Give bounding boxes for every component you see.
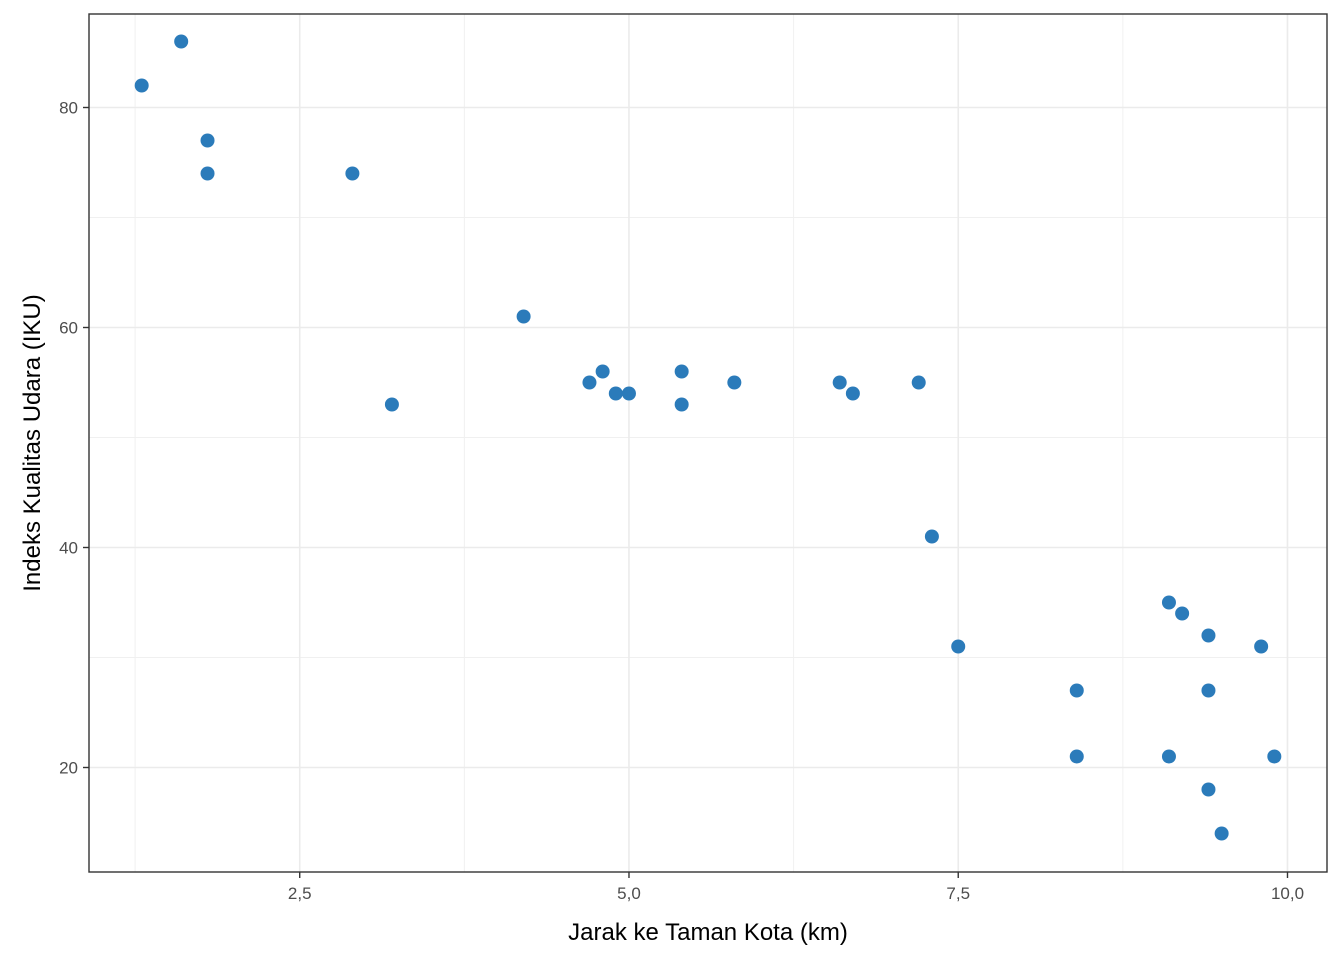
data-point <box>1161 595 1176 610</box>
data-point <box>621 386 636 401</box>
data-point <box>200 166 215 181</box>
x-axis-ticks: 2,5 5,0 7,5 10,0 <box>288 872 1304 903</box>
data-point <box>1161 749 1176 764</box>
data-point <box>200 133 215 148</box>
data-points <box>134 34 1282 841</box>
data-point <box>595 364 610 379</box>
data-point <box>384 397 399 412</box>
data-point <box>727 375 742 390</box>
x-tick-label: 7,5 <box>946 884 970 903</box>
data-point <box>134 78 149 93</box>
y-tick-label: 60 <box>59 319 78 338</box>
major-gridlines <box>89 14 1327 872</box>
y-axis-title: Indeks Kualitas Udara (IKU) <box>19 294 46 591</box>
data-point <box>1069 749 1084 764</box>
data-point <box>1267 749 1282 764</box>
data-point <box>1201 782 1216 797</box>
data-point <box>608 386 623 401</box>
data-point <box>674 397 689 412</box>
data-point <box>951 639 966 654</box>
data-point <box>1069 683 1084 698</box>
data-point <box>582 375 597 390</box>
data-point <box>832 375 847 390</box>
y-axis-ticks: 20 40 60 80 <box>59 99 89 778</box>
data-point <box>1214 826 1229 841</box>
data-point <box>174 34 189 49</box>
x-tick-label: 5,0 <box>617 884 641 903</box>
data-point <box>345 166 360 181</box>
y-tick-label: 20 <box>59 759 78 778</box>
data-point <box>1254 639 1269 654</box>
y-tick-label: 40 <box>59 539 78 558</box>
data-point <box>1175 606 1190 621</box>
y-tick-label: 80 <box>59 99 78 118</box>
data-point <box>516 309 531 324</box>
data-point <box>911 375 926 390</box>
data-point <box>1201 683 1216 698</box>
data-point <box>845 386 860 401</box>
data-point <box>924 529 939 544</box>
data-point <box>1201 628 1216 643</box>
x-tick-label: 2,5 <box>288 884 312 903</box>
x-tick-label: 10,0 <box>1271 884 1304 903</box>
x-axis-title: Jarak ke Taman Kota (km) <box>568 919 848 946</box>
panel-border <box>88 13 1328 873</box>
minor-gridlines <box>89 14 1327 872</box>
data-point <box>674 364 689 379</box>
